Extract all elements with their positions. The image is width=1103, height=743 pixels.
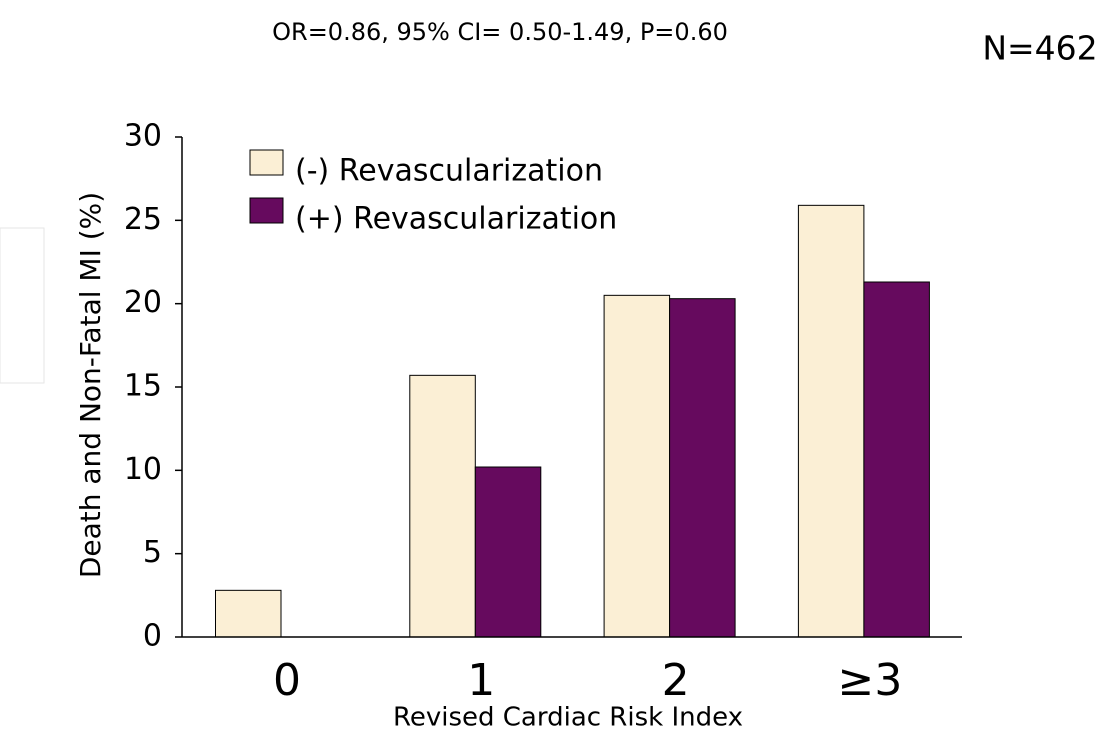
bar: [797, 204, 865, 638]
x-tick-label: 1: [467, 655, 495, 706]
y-tick-label: 5: [143, 535, 162, 570]
legend-label: (-) Revascularization: [295, 154, 603, 189]
y-axis-label: Death and Non-Fatal MI (%): [74, 192, 107, 578]
bar: [669, 298, 736, 638]
frame: [0, 227, 45, 384]
x-axis-label: Revised Cardiac Risk Index: [393, 703, 743, 733]
x-tick-label: 2: [662, 655, 690, 706]
y-tick-label: 10: [124, 452, 162, 487]
y-tick-label: 15: [124, 369, 162, 404]
bar: [409, 374, 476, 638]
legend-swatch: [249, 149, 284, 176]
chart-title: OR=0.86, 95% CI= 0.50-1.49, P=0.60: [272, 18, 728, 46]
x-tick-label: ≥3: [837, 655, 902, 706]
legend-label: (+) Revascularization: [295, 202, 617, 237]
bar: [474, 466, 542, 638]
y-tick-label: 0: [143, 619, 162, 654]
y-tick-label: 30: [124, 119, 162, 154]
x-tick-label: 0: [273, 655, 301, 706]
y-tick-label: 25: [124, 202, 162, 237]
bar: [603, 294, 671, 638]
legend-swatch: [249, 197, 284, 224]
y-tick-label: 20: [124, 285, 162, 320]
chart-subtitle: N=462: [982, 29, 1097, 68]
bar: [863, 281, 930, 638]
bar: [215, 589, 282, 638]
